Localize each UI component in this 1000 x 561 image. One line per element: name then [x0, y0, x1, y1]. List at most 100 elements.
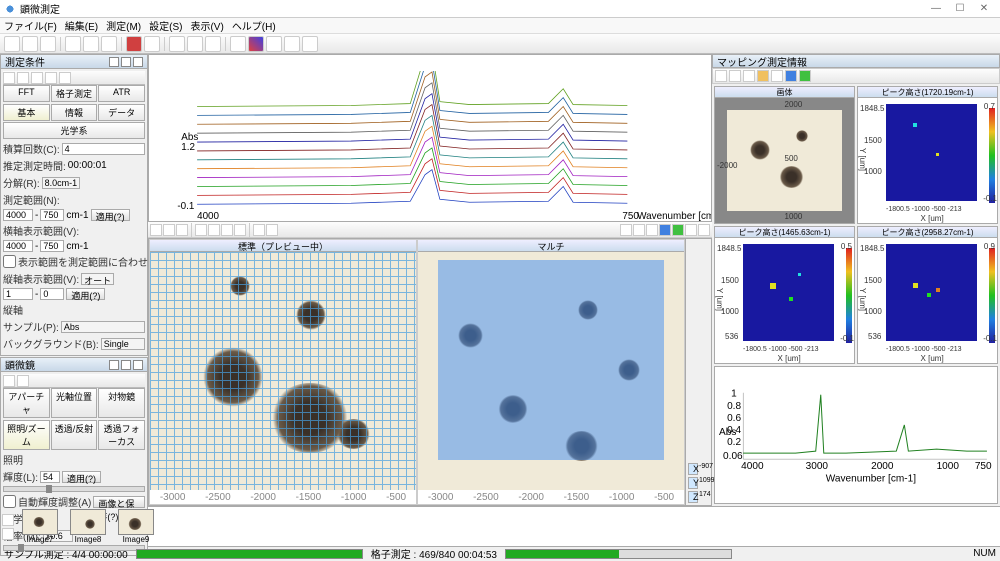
mtb3[interactable]	[743, 70, 755, 82]
z-button[interactable]: Z	[688, 491, 698, 503]
tool-copy[interactable]	[83, 36, 99, 52]
mt2[interactable]	[163, 224, 175, 236]
mt13[interactable]	[659, 224, 671, 236]
y-button[interactable]: Y	[688, 477, 698, 489]
mt5[interactable]	[208, 224, 220, 236]
micro-panel-btn1[interactable]	[109, 360, 119, 370]
mt8[interactable]	[253, 224, 265, 236]
mt10[interactable]	[620, 224, 632, 236]
tab-info[interactable]: 情報	[51, 104, 98, 121]
pk1-heatmap[interactable]	[886, 104, 977, 201]
tab-atr[interactable]: ATR	[98, 85, 145, 102]
mtb4[interactable]	[757, 70, 769, 82]
mt15[interactable]	[685, 224, 697, 236]
micro-tb-1[interactable]	[3, 375, 15, 387]
auto-bright-checkbox[interactable]	[3, 495, 16, 508]
tab-optics[interactable]: 光学系	[3, 122, 145, 139]
cond-tb-3[interactable]	[31, 72, 43, 84]
tab-data[interactable]: データ	[98, 104, 145, 121]
preview-std-image[interactable]	[150, 252, 416, 490]
apply-button-2[interactable]: 適用(?)	[66, 288, 105, 300]
mt6[interactable]	[221, 224, 233, 236]
mt4[interactable]	[195, 224, 207, 236]
panel-btn2[interactable]	[121, 57, 131, 67]
pk3-heatmap[interactable]	[886, 244, 977, 341]
accum-input[interactable]: 4	[62, 143, 145, 155]
minimize-button[interactable]: —	[924, 3, 948, 14]
tool-6[interactable]	[187, 36, 203, 52]
mtb5[interactable]	[771, 70, 783, 82]
mtb7[interactable]	[799, 70, 811, 82]
tool-9[interactable]	[266, 36, 282, 52]
mag-slider[interactable]	[3, 545, 145, 551]
apply-button[interactable]: 適用(?)	[91, 209, 130, 221]
tool-8[interactable]	[230, 36, 246, 52]
micro-panel-close[interactable]	[133, 360, 143, 370]
mt9[interactable]	[266, 224, 278, 236]
bright-slider[interactable]	[3, 486, 145, 492]
mt12[interactable]	[646, 224, 658, 236]
ydisp-hi-input[interactable]: 0	[40, 288, 64, 300]
mt3[interactable]	[176, 224, 188, 236]
tab-aperture[interactable]: アパーチャ	[3, 388, 50, 418]
tool-paste[interactable]	[101, 36, 117, 52]
tool-bars[interactable]	[302, 36, 318, 52]
tool-palette[interactable]	[248, 36, 264, 52]
thumb-down[interactable]	[2, 528, 14, 540]
tool-5[interactable]	[169, 36, 185, 52]
cond-tb-4[interactable]	[45, 72, 57, 84]
tab-objective[interactable]: 対物鏡	[98, 388, 145, 418]
mtb2[interactable]	[729, 70, 741, 82]
ydisp-select[interactable]: オート	[81, 273, 114, 285]
tool-new[interactable]	[4, 36, 20, 52]
mt7[interactable]	[234, 224, 246, 236]
menu-file[interactable]: ファイル(F)	[4, 18, 57, 33]
ydisp-lo-input[interactable]: 1	[3, 288, 33, 300]
thumb-up[interactable]	[2, 514, 14, 526]
menu-view[interactable]: 表示(V)	[190, 18, 223, 33]
xdisp-hi-input[interactable]: 750	[40, 240, 64, 252]
res-select[interactable]: 8.0cm-1	[42, 177, 81, 189]
tab-trans-focus[interactable]: 透過フォーカス	[98, 420, 145, 450]
tool-cut[interactable]	[65, 36, 81, 52]
tool-open[interactable]	[22, 36, 38, 52]
tool-save[interactable]	[40, 36, 56, 52]
tab-trans-refl[interactable]: 透過/反射	[51, 420, 98, 450]
range-hi-input[interactable]: 750	[40, 209, 64, 221]
tab-illum-zoom[interactable]: 照明/ズーム	[3, 420, 50, 450]
bg-select[interactable]: Single	[101, 338, 145, 350]
mtb1[interactable]	[715, 70, 727, 82]
menu-measure[interactable]: 測定(M)	[106, 18, 141, 33]
tool-stop[interactable]	[144, 36, 160, 52]
cond-tb-5[interactable]	[59, 72, 71, 84]
bright-apply[interactable]: 適用(?)	[62, 471, 101, 483]
thumb-2[interactable]: Image8	[66, 509, 110, 545]
tab-fft[interactable]: FFT	[3, 85, 50, 102]
mtb6[interactable]	[785, 70, 797, 82]
menu-edit[interactable]: 編集(E)	[65, 18, 98, 33]
tab-basic[interactable]: 基本	[3, 104, 50, 121]
cond-tb-1[interactable]	[3, 72, 15, 84]
sample-select[interactable]: Abs	[61, 321, 145, 333]
pk2-heatmap[interactable]	[743, 244, 834, 341]
bright-input[interactable]: 54	[40, 471, 60, 483]
tool-7[interactable]	[205, 36, 221, 52]
mt1[interactable]	[150, 224, 162, 236]
tab-grid[interactable]: 格子測定	[51, 85, 98, 102]
x-button[interactable]: X	[688, 463, 698, 475]
menu-help[interactable]: ヘルプ(H)	[232, 18, 276, 33]
tool-chart[interactable]	[284, 36, 300, 52]
match-checkbox[interactable]	[3, 255, 16, 268]
menu-settings[interactable]: 設定(S)	[149, 18, 182, 33]
thumb-3[interactable]: Image9	[114, 509, 158, 545]
preview-multi-image[interactable]	[418, 252, 684, 490]
mt16[interactable]	[698, 224, 710, 236]
mt11[interactable]	[633, 224, 645, 236]
micro-tb-2[interactable]	[17, 375, 29, 387]
micro-panel-btn2[interactable]	[121, 360, 131, 370]
bottom-spectrum[interactable]: Abs 1 0.8 0.6 0.4 0.2 0.06 4000 3000 200…	[715, 367, 997, 503]
maximize-button[interactable]: ☐	[948, 3, 972, 14]
range-lo-input[interactable]: 4000	[3, 209, 33, 221]
mt14[interactable]	[672, 224, 684, 236]
tab-axis[interactable]: 光軸位置	[51, 388, 98, 418]
